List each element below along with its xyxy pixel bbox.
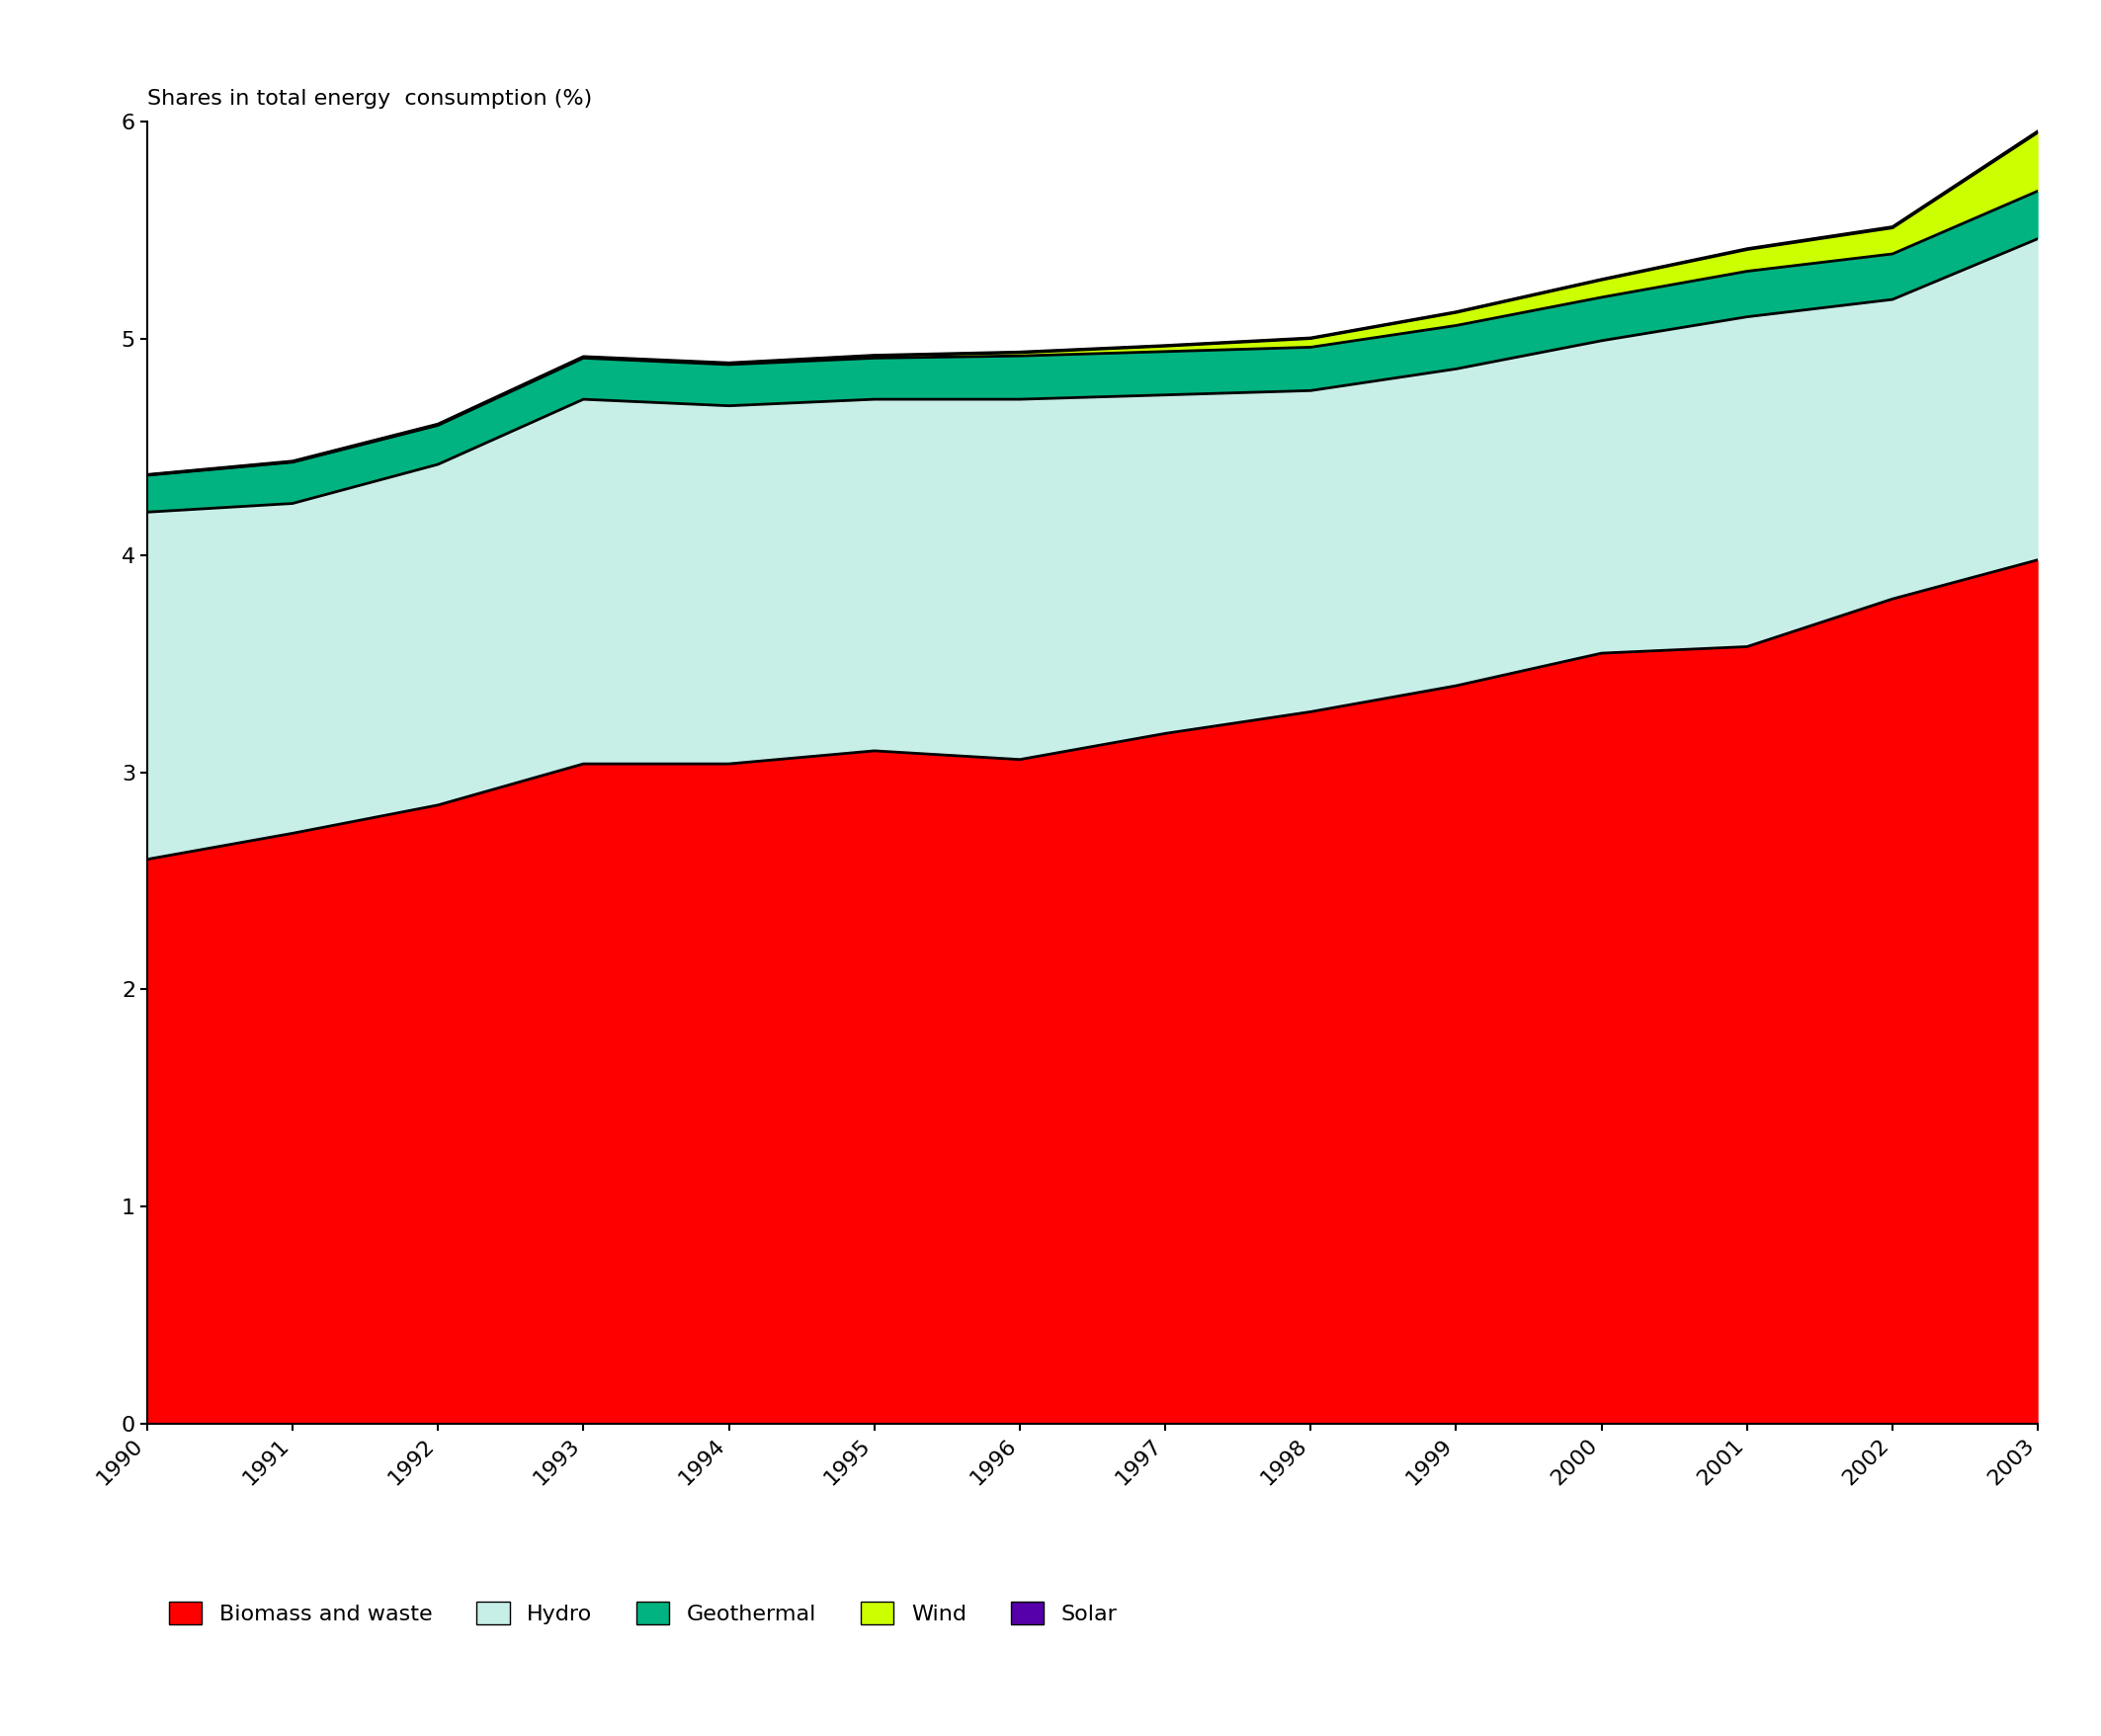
Legend: Biomass and waste, Hydro, Geothermal, Wind, Solar: Biomass and waste, Hydro, Geothermal, Wi… xyxy=(158,1590,1128,1635)
Text: Shares in total energy  consumption (%): Shares in total energy consumption (%) xyxy=(147,89,592,108)
